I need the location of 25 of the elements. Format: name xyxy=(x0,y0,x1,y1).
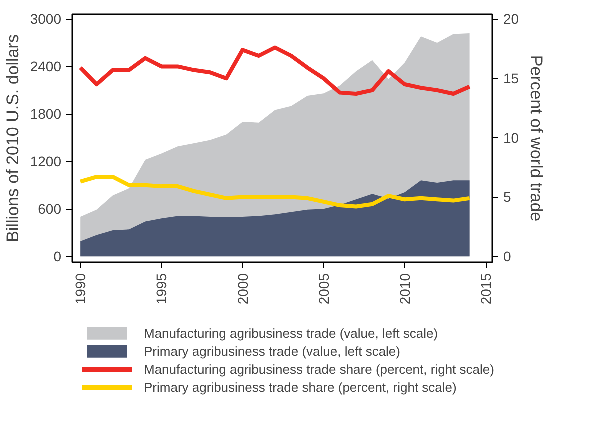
y2-tick-label: 20 xyxy=(504,11,520,28)
x-tick-label: 2000 xyxy=(234,273,251,305)
y-tick-label: 3000 xyxy=(30,11,62,28)
x-tick-label: 2010 xyxy=(396,273,413,305)
x-tick-label: 1990 xyxy=(72,273,89,305)
legend-label: Manufacturing agribusiness trade share (percent, right scale) xyxy=(144,362,494,376)
y-axis-title: Billions of 2010 U.S. dollars xyxy=(3,34,22,242)
x-tick-label: 2015 xyxy=(478,273,494,305)
y-tick-label: 600 xyxy=(38,201,62,218)
legend-label: Primary agribusiness trade share (percent, right scale) xyxy=(144,380,457,394)
y-tick-label: 0 xyxy=(54,248,62,265)
y2-tick-label: 0 xyxy=(504,248,512,265)
y2-tick-label: 10 xyxy=(504,130,520,146)
legend-label: Primary agribusiness trade (value, left scale) xyxy=(144,344,400,358)
y-tick-label: 1200 xyxy=(30,154,62,170)
line-series xyxy=(78,175,472,209)
x-tick-label: 2005 xyxy=(316,273,332,305)
y2-tick-label: 15 xyxy=(504,70,520,87)
y2-axis-title: Percent of world trade xyxy=(527,55,546,222)
line-series xyxy=(78,46,472,96)
y-tick-label: 1800 xyxy=(30,106,62,122)
y-tick-label: 2400 xyxy=(30,58,62,75)
x-tick-label: 1995 xyxy=(154,273,170,305)
y2-tick-label: 5 xyxy=(504,189,512,206)
legend-label: Manufacturing agribusiness trade (value, left scale) xyxy=(144,326,438,340)
